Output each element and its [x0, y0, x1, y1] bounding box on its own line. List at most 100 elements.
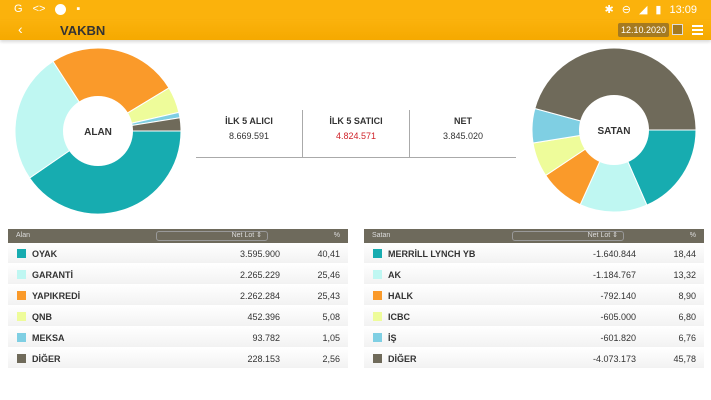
row-pct: 6,80: [678, 312, 696, 322]
row-net-lot: -601.820: [600, 333, 636, 343]
row-pct: 13,32: [673, 270, 696, 280]
date-picker[interactable]: 12.10.2020: [618, 23, 670, 37]
table-row[interactable]: MEKSA 93.782 1,05: [8, 327, 348, 348]
row-net-lot: 93.782: [252, 333, 280, 343]
row-pct: 2,56: [322, 354, 340, 364]
color-swatch: [373, 354, 382, 363]
color-swatch: [373, 249, 382, 258]
pie-label: SATAN: [598, 126, 631, 137]
header-pct: %: [333, 232, 340, 239]
summary-panel: İLK 5 ALICI 8.669.591 İLK 5 SATICI 4.824.5…: [196, 110, 516, 158]
back-icon[interactable]: ‹: [18, 21, 23, 37]
code-icon: <>: [32, 3, 46, 15]
table-row[interactable]: İŞ -601.820 6,76: [364, 327, 704, 348]
table-row[interactable]: ICBC -605.000 6,80: [364, 306, 704, 327]
row-pct: 25,43: [317, 291, 340, 301]
image-icon: ▪: [76, 3, 81, 15]
row-pct: 8,90: [678, 291, 696, 301]
table-row[interactable]: DİĞER -4.073.173 45,78: [364, 348, 704, 369]
row-name: HALK: [388, 291, 413, 301]
sort-net-lot[interactable]: Net Lot ⇕: [156, 231, 268, 241]
menu-icon[interactable]: [692, 25, 703, 37]
table-header: Satan Net Lot ⇕%: [364, 229, 704, 243]
header-name: Satan: [372, 232, 391, 239]
row-name: DİĞER: [388, 354, 417, 364]
summary-buyers: İLK 5 ALICI 8.669.591: [225, 116, 273, 141]
row-name: YAPIKREDİ: [32, 291, 81, 301]
summary-sellers: İLK 5 SATICI 4.824.571: [302, 110, 409, 157]
calendar-icon[interactable]: [672, 24, 683, 35]
color-swatch: [17, 291, 26, 300]
clock: 13:09: [669, 3, 697, 16]
pie-slice-1: [579, 128, 648, 212]
table-row[interactable]: HALK -792.140 8,90: [364, 285, 704, 306]
color-swatch: [17, 270, 26, 279]
row-pct: 1,05: [322, 333, 340, 343]
google-icon: G: [14, 3, 23, 15]
table-row[interactable]: QNB 452.396 5,08: [8, 306, 348, 327]
color-swatch: [17, 249, 26, 258]
row-net-lot: -1.184.767: [592, 270, 636, 280]
pie-slice-0: [28, 130, 181, 214]
row-name: DİĞER: [32, 354, 61, 364]
color-swatch: [373, 333, 382, 342]
pie-slice-1: [15, 60, 99, 179]
pie-label: ALAN: [84, 127, 112, 138]
sellers-pie-chart: SATAN: [532, 48, 696, 212]
battery-icon: ▮: [655, 4, 662, 16]
circle-icon: [55, 3, 67, 15]
table-row[interactable]: MERRİLL LYNCH YB -1.640.844 18,44: [364, 243, 704, 264]
table-header: Alan Net Lot ⇕%: [8, 229, 348, 243]
row-net-lot: 2.265.229: [239, 270, 280, 280]
header-name: Alan: [16, 232, 31, 239]
row-pct: 40,41: [317, 249, 340, 259]
header-pct: %: [689, 232, 696, 239]
table-row[interactable]: AK -1.184.767 13,32: [364, 264, 704, 285]
row-pct: 45,78: [673, 354, 696, 364]
app-bar: ‹ VAKBN 12.10.2020: [0, 20, 711, 40]
row-net-lot: 3.595.900: [239, 249, 280, 259]
row-name: MERRİLL LYNCH YB: [388, 249, 476, 259]
pie-center: [63, 96, 133, 166]
status-bar: G <> ▪ ✱ ⊖ ◢ ▮ 13:09: [0, 0, 711, 20]
color-swatch: [17, 312, 26, 321]
row-net-lot: 228.153: [247, 354, 280, 364]
buyers-pie-chart: ALAN: [15, 48, 181, 214]
row-name: MEKSA: [32, 333, 65, 343]
row-name: ICBC: [388, 312, 410, 322]
pie-slice-5: [534, 48, 696, 131]
color-swatch: [373, 270, 382, 279]
buyers-table: Alan Net Lot ⇕% OYAK 3.595.900 40,41 GARANTİ…: [8, 229, 348, 369]
row-pct: 25,46: [317, 270, 340, 280]
row-net-lot: 2.262.284: [239, 291, 280, 301]
row-net-lot: -605.000: [600, 312, 636, 322]
row-net-lot: -792.140: [600, 291, 636, 301]
pie-center: [579, 95, 649, 165]
bluetooth-icon: ✱: [604, 4, 614, 16]
summary-net: NET 3.845.020: [409, 110, 516, 157]
signal-icon: ◢: [638, 4, 648, 16]
row-name: QNB: [32, 312, 52, 322]
page-title: VAKBN: [60, 23, 106, 38]
row-name: AK: [388, 270, 401, 280]
table-row[interactable]: GARANTİ 2.265.229 25,46: [8, 264, 348, 285]
row-pct: 5,08: [322, 312, 340, 322]
table-row[interactable]: DİĞER 228.153 2,56: [8, 348, 348, 369]
row-name: İŞ: [388, 333, 397, 343]
dnd-icon: ⊖: [621, 4, 631, 16]
pie-slice-2: [52, 48, 170, 132]
color-swatch: [17, 354, 26, 363]
sort-net-lot[interactable]: Net Lot ⇕: [512, 231, 624, 241]
sellers-table: Satan Net Lot ⇕% MERRİLL LYNCH YB -1.640.8…: [364, 229, 704, 369]
color-swatch: [373, 312, 382, 321]
table-row[interactable]: OYAK 3.595.900 40,41: [8, 243, 348, 264]
table-row[interactable]: YAPIKREDİ 2.262.284 25,43: [8, 285, 348, 306]
color-swatch: [373, 291, 382, 300]
row-pct: 18,44: [673, 249, 696, 259]
color-swatch: [17, 333, 26, 342]
row-net-lot: 452.396: [247, 312, 280, 322]
row-name: OYAK: [32, 249, 58, 259]
row-name: GARANTİ: [32, 270, 73, 280]
row-net-lot: -4.073.173: [592, 354, 636, 364]
row-pct: 6,76: [678, 333, 696, 343]
